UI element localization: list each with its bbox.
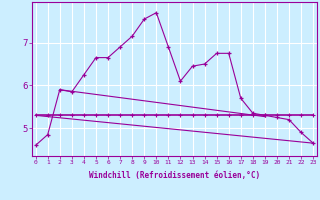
X-axis label: Windchill (Refroidissement éolien,°C): Windchill (Refroidissement éolien,°C): [89, 171, 260, 180]
